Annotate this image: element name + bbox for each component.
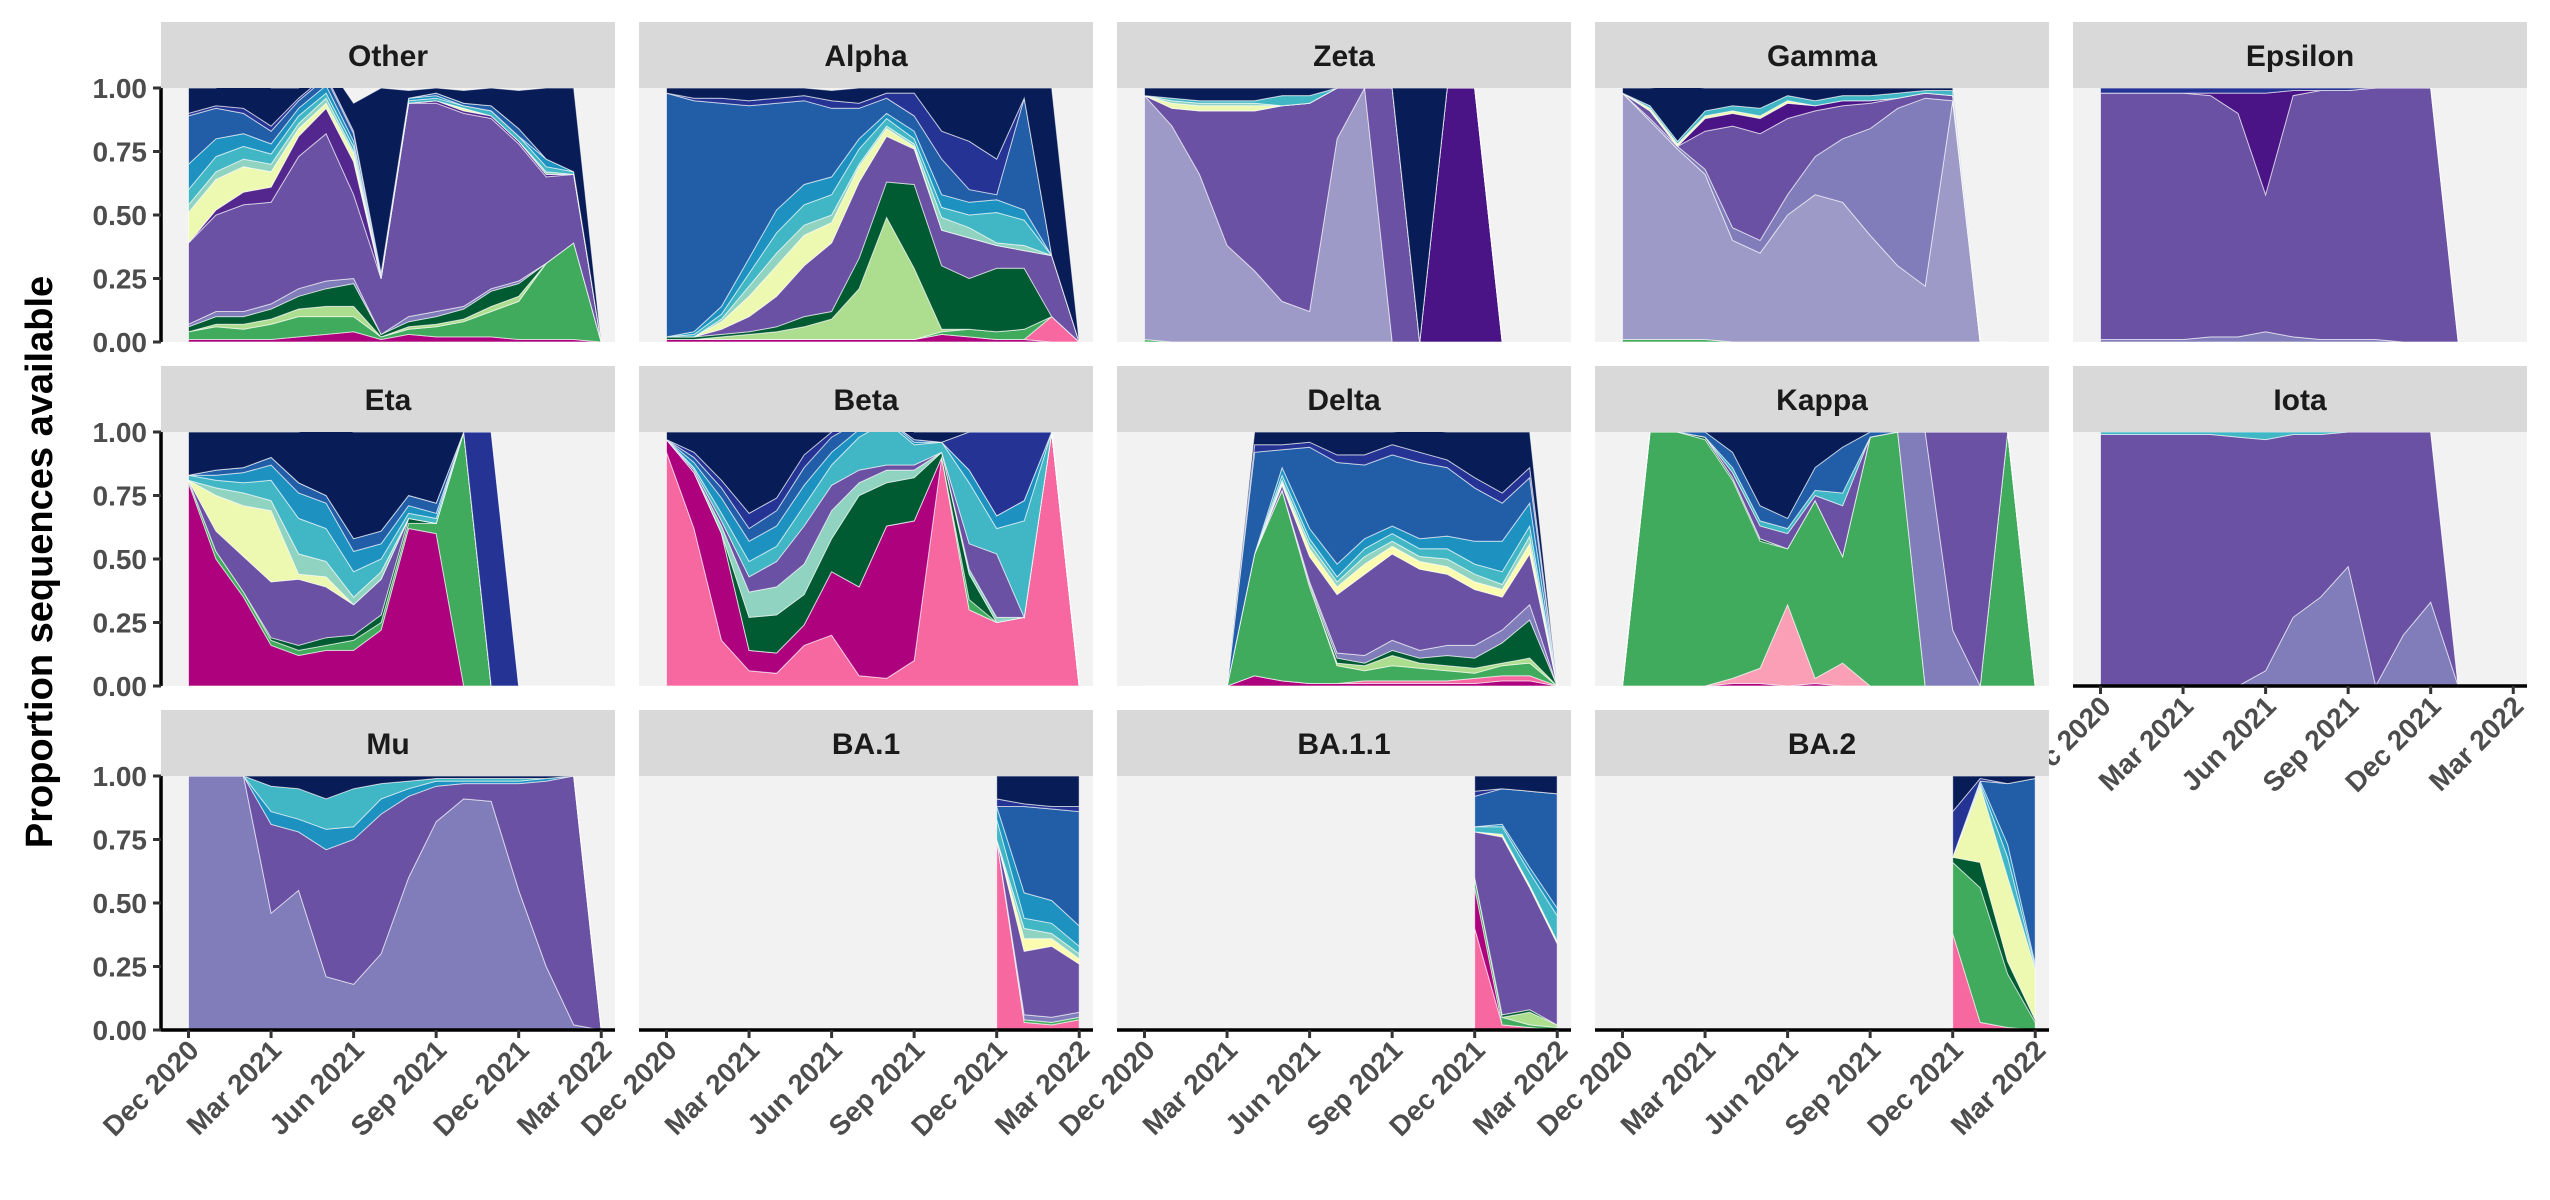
area-ba-1-layer-10	[996, 776, 1080, 807]
panel-strip	[1117, 366, 1571, 432]
y-tick-label: 0.50	[93, 544, 148, 575]
area-gamma-layer-7	[1622, 88, 2008, 342]
panel-strip	[1117, 22, 1571, 88]
area-ba-1-1-layer-11	[1474, 776, 1558, 795]
area-layers	[666, 88, 1080, 342]
panel-strip	[639, 22, 1093, 88]
panel-title: Eta	[365, 384, 412, 417]
area-ba-2-layer-8	[1952, 776, 2036, 813]
area-layers	[187, 432, 602, 686]
area-beta-layer-10	[666, 432, 1080, 686]
panel-strip	[161, 710, 615, 776]
panel-eta: Eta 0.00 0.25 0.50 0.75 1.00	[93, 366, 615, 702]
panel-strip	[161, 22, 615, 88]
area-layers	[1952, 776, 2036, 1030]
panel-title: Kappa	[1776, 384, 1868, 417]
panel-strip	[2073, 22, 2527, 88]
area-kappa-layer-8	[1622, 432, 2036, 686]
area-layers	[1144, 88, 1503, 342]
y-tick-label: 0.25	[93, 952, 148, 983]
panel-other: Other 0.00 0.25 0.50 0.75 1.00	[93, 22, 615, 358]
area-eta-layer-11	[188, 432, 602, 686]
area-alpha-layer-12	[666, 88, 1080, 342]
area-other-layer-13	[188, 88, 602, 342]
area-mu-layer-4	[188, 776, 602, 1030]
y-tick-label: 0.00	[93, 327, 148, 358]
panel-strip	[1595, 366, 2049, 432]
panel-strip	[639, 710, 1093, 776]
panel-gamma: Gamma	[1595, 22, 2049, 342]
area-zeta-layer-7	[1144, 88, 1503, 342]
panel-zeta: Zeta	[1117, 22, 1571, 342]
y-tick-label: 0.00	[93, 671, 148, 702]
y-tick-label: 0.50	[93, 888, 148, 919]
y-tick-label: 0.75	[93, 137, 148, 168]
area-layers	[2100, 88, 2459, 342]
area-layers	[1474, 776, 1558, 1030]
panel-strip	[161, 366, 615, 432]
panel-title: BA.1.1	[1297, 728, 1390, 761]
area-delta-layer-13	[1144, 432, 1558, 686]
panels-layer: Other 0.00 0.25 0.50 0.75 1.00 Alpha Zeta Gamma E…	[93, 22, 2529, 1142]
panel-title: BA.2	[1788, 728, 1856, 761]
area-iota-layer-2	[2100, 432, 2459, 686]
panel-title: Gamma	[1767, 40, 1877, 73]
panel-kappa: Kappa	[1595, 366, 2049, 686]
y-tick-label: 1.00	[93, 761, 148, 792]
y-tick-label: 0.75	[93, 481, 148, 512]
y-tick-label: 1.00	[93, 417, 148, 448]
panel-title: Delta	[1307, 384, 1381, 417]
panel-strip	[1117, 710, 1571, 776]
y-axis-title: Proportion sequences available	[19, 276, 61, 848]
area-gamma-layer-0	[1622, 339, 2008, 342]
panel-title: Other	[348, 40, 428, 73]
area-layers	[1144, 432, 1558, 686]
area-layers	[1621, 432, 2036, 686]
panel-strip	[1595, 22, 2049, 88]
panel-beta: Beta	[639, 366, 1093, 686]
area-layers	[666, 432, 1080, 686]
panel-title: Alpha	[824, 40, 908, 73]
panel-strip	[2073, 366, 2527, 432]
panel-delta: Delta	[1117, 366, 1571, 686]
area-epsilon-layer-3	[2100, 88, 2459, 342]
panel-epsilon: Epsilon	[2073, 22, 2527, 342]
panel-title: Epsilon	[2246, 40, 2354, 73]
y-tick-label: 0.25	[93, 264, 148, 295]
y-tick-label: 1.00	[93, 73, 148, 104]
panel-title: Beta	[833, 384, 898, 417]
area-layers	[188, 88, 602, 342]
panel-strip	[1595, 710, 2049, 776]
panel-title: Iota	[2273, 384, 2327, 417]
panel-strip	[639, 366, 1093, 432]
y-tick-label: 0.00	[93, 1015, 148, 1046]
panel-title: Zeta	[1313, 40, 1375, 73]
area-layers	[2100, 432, 2459, 686]
area-layers	[188, 776, 602, 1030]
panel-alpha: Alpha	[639, 22, 1093, 342]
area-layers	[1622, 88, 2008, 342]
y-tick-label: 0.25	[93, 608, 148, 639]
panel-title: Mu	[366, 728, 409, 761]
y-tick-label: 0.50	[93, 200, 148, 231]
y-tick-label: 0.75	[93, 825, 148, 856]
panel-title: BA.1	[832, 728, 900, 761]
area-layers	[996, 776, 1080, 1030]
